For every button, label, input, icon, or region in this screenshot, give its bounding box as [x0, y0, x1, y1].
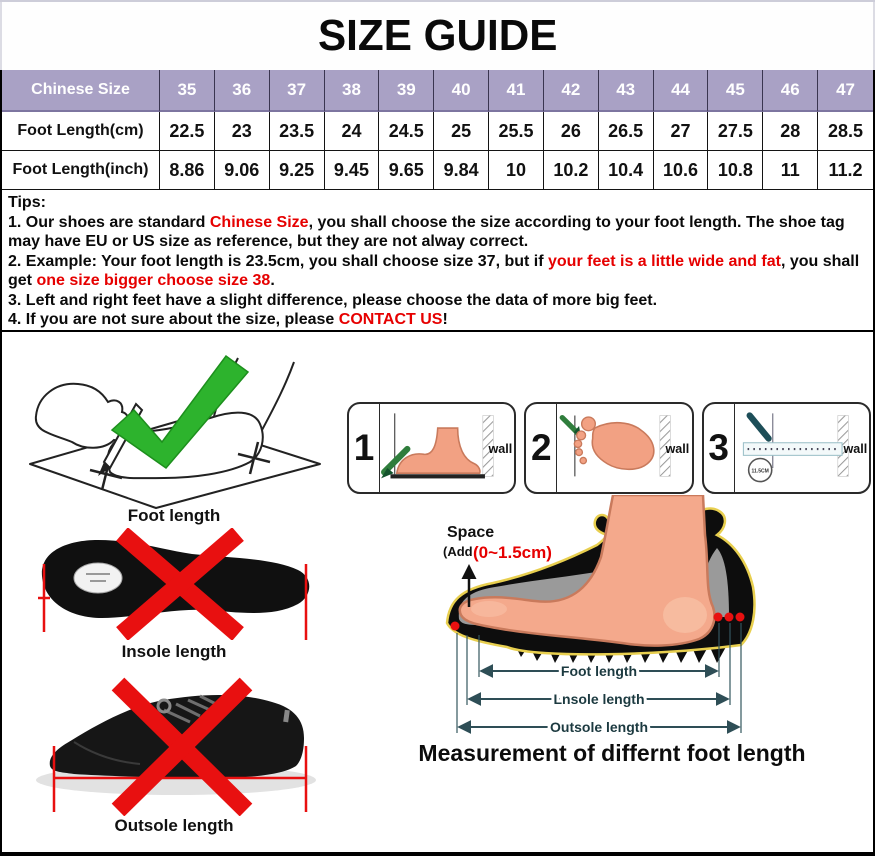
row-label: Foot Length(cm)	[2, 112, 160, 151]
step-number: 1	[349, 404, 380, 492]
size-value-cell: 10.4	[598, 151, 654, 190]
heel-mark-icon	[237, 441, 271, 475]
wall-label: wall	[665, 442, 690, 456]
green-checkmark-icon	[110, 354, 250, 470]
size-value-cell: 28.5	[818, 112, 873, 151]
size-value-cell: 22.5	[160, 112, 215, 151]
title-bar: SIZE GUIDE	[0, 2, 875, 70]
size-column-header: 36	[214, 70, 270, 112]
outsole-length-caption: Outsole length	[114, 816, 234, 835]
tips-heading: Tips:	[8, 194, 46, 211]
size-value-cell: 9.06	[214, 151, 270, 190]
step-number: 3	[704, 404, 735, 492]
wall-label: wall	[487, 442, 512, 456]
size-column-header: 45	[708, 70, 764, 112]
step-number: 2	[526, 404, 558, 492]
size-column-header: 39	[379, 70, 435, 112]
step-box-3: 3 11.5CM wall	[701, 402, 871, 494]
shoe-crossed-illustration	[36, 677, 316, 816]
insole-brand-label	[73, 562, 123, 594]
insole-length-caption: Insole length	[121, 642, 227, 661]
range-label: (0~1.5cm)	[473, 543, 552, 562]
tip-line-4: 4. If you are not sure about the size, p…	[8, 311, 448, 328]
foot-length-caption: Foot length	[127, 506, 221, 525]
size-column-header: 47	[818, 70, 873, 112]
foot-tracing-illustration	[29, 354, 321, 509]
page-title: SIZE GUIDE	[317, 11, 558, 60]
step1-side-foot-icon: wall	[381, 413, 512, 479]
red-measure-brackets	[38, 564, 308, 640]
size-column-header: 35	[160, 70, 215, 112]
framed-content: Chinese Size 35 36 37 38 39 40 41 42 43 44 45 46 47 Fo…	[0, 70, 875, 856]
size-value-cell: 11	[763, 151, 819, 190]
size-column-header: 44	[653, 70, 709, 112]
wall-label: wall	[842, 442, 867, 456]
red-x-icon	[116, 528, 244, 640]
step-box-1: 1 wall	[347, 402, 517, 494]
diagram-caption: Measurement of differnt foot length	[418, 740, 806, 766]
size-value-cell: 9.84	[434, 151, 490, 190]
size-value-cell: 9.65	[379, 151, 435, 190]
size-value-cell: 27	[653, 112, 709, 151]
step2-footprint-icon: wall	[559, 414, 690, 477]
size-value-cell: 8.86	[160, 151, 215, 190]
foot-measurement-diagram: Space (Add (0~1.5cm) Foot length Lnso	[443, 495, 756, 738]
diagram-outsole-length-label: Outsole length	[550, 719, 648, 735]
red-x-icon	[111, 677, 253, 816]
size-column-header: 37	[269, 70, 325, 112]
size-value-cell: 26	[543, 112, 599, 151]
tips-section: Tips: 1. Our shoes are standard Chinese …	[2, 190, 873, 332]
size-value-cell: 28	[763, 112, 819, 151]
insole-crossed-illustration	[38, 528, 310, 640]
size-value-cell: 27.5	[708, 112, 764, 151]
illustration-area: Foot length Insole length	[2, 332, 873, 850]
tip-line-3: 3. Left and right feet have a slight dif…	[8, 291, 658, 309]
size-column-header: 40	[434, 70, 490, 112]
red-measure-brackets	[52, 746, 308, 812]
step-box-2: 2 wall	[524, 402, 694, 494]
size-value-cell: 10.2	[543, 151, 599, 190]
size-value-cell: 10.8	[708, 151, 764, 190]
size-value-cell: 10	[489, 151, 544, 190]
size-value-cell: 25	[434, 112, 490, 151]
size-value-cell: 10.6	[653, 151, 709, 190]
diagram-insole-length-label: Lnsole length	[554, 691, 645, 707]
row-label: Foot Length(inch)	[2, 151, 160, 190]
ruler-note: 11.5CM	[751, 469, 768, 475]
size-table: Chinese Size 35 36 37 38 39 40 41 42 43 44 45 46 47 Fo…	[2, 70, 873, 190]
tip-line-2: 2. Example: Your foot length is 23.5cm, …	[8, 252, 860, 290]
size-value-cell: 9.25	[269, 151, 325, 190]
size-value-cell: 25.5	[489, 112, 544, 151]
space-label: Space	[447, 524, 494, 541]
size-table-header-label: Chinese Size	[2, 70, 160, 112]
measure-dots	[450, 612, 745, 631]
size-value-cell: 9.45	[324, 151, 380, 190]
measuring-steps: 1 wall 2	[347, 402, 871, 494]
size-column-header: 46	[763, 70, 819, 112]
size-value-cell: 23	[214, 112, 270, 151]
add-label: (Add	[443, 544, 473, 559]
size-column-header: 41	[489, 70, 544, 112]
size-value-cell: 24	[324, 112, 380, 151]
diagram-foot-length-label: Foot length	[561, 663, 637, 679]
size-value-cell: 11.2	[818, 151, 873, 190]
size-value-cell: 23.5	[269, 112, 325, 151]
size-column-header: 42	[543, 70, 599, 112]
size-value-cell: 24.5	[379, 112, 435, 151]
size-column-header: 38	[324, 70, 380, 112]
size-value-cell: 26.5	[598, 112, 654, 151]
tip-line-1: 1. Our shoes are standard Chinese Size, …	[8, 213, 845, 251]
size-column-header: 43	[598, 70, 654, 112]
step3-ruler-icon: 11.5CM wall	[742, 412, 867, 483]
